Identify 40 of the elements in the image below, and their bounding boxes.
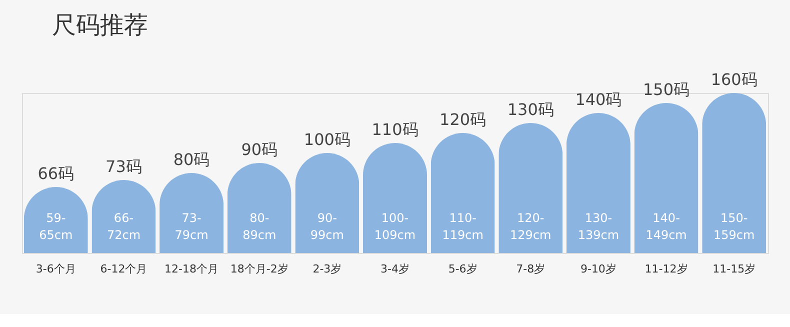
bar (363, 143, 427, 253)
x-tick-label: 5-6岁 (448, 262, 478, 276)
chart-title: 尺码推荐 (52, 11, 148, 39)
x-tick-label: 3-6个月 (36, 262, 76, 276)
bar (498, 123, 563, 253)
annotation: 100-109cm (374, 211, 416, 242)
data-label: 160码 (710, 70, 758, 89)
x-tick-label: 18个月-2岁 (230, 262, 288, 276)
data-label: 80码 (173, 150, 210, 169)
x-tick-label: 12-18个月 (164, 262, 219, 276)
bar (566, 113, 630, 253)
data-label: 66码 (38, 164, 74, 183)
x-tick-label: 11-12岁 (644, 262, 688, 276)
bar (634, 103, 698, 253)
annotation: 80-89cm (242, 211, 276, 242)
x-tick-label: 7-8岁 (516, 262, 546, 276)
x-tick-label: 3-4岁 (380, 262, 410, 276)
annotation: 150-159cm (713, 211, 755, 242)
data-label: 140码 (575, 90, 622, 109)
data-label: 90码 (241, 140, 278, 159)
data-label: 130码 (507, 100, 554, 119)
data-label: 150码 (643, 80, 690, 99)
annotation: 90-99cm (310, 211, 344, 242)
data-label: 73码 (106, 157, 142, 176)
x-tick-label: 2-3岁 (312, 262, 342, 276)
annotation: 140-149cm (646, 211, 687, 242)
data-label: 110码 (372, 120, 418, 139)
annotation: 73-79cm (174, 211, 208, 242)
x-tick-label: 6-12个月 (100, 262, 148, 276)
annotation: 130-139cm (578, 211, 620, 242)
annotation: 110-119cm (442, 211, 484, 242)
data-label: 100码 (304, 130, 350, 149)
x-tick-label: 9-10岁 (580, 262, 616, 276)
annotation: 120-129cm (510, 211, 552, 242)
bar (430, 133, 495, 253)
annotation: 59-65cm (39, 211, 73, 242)
bar (702, 93, 766, 253)
annotation: 66-72cm (106, 211, 141, 242)
x-tick-label: 11-15岁 (712, 262, 756, 276)
data-label: 120码 (440, 110, 486, 129)
